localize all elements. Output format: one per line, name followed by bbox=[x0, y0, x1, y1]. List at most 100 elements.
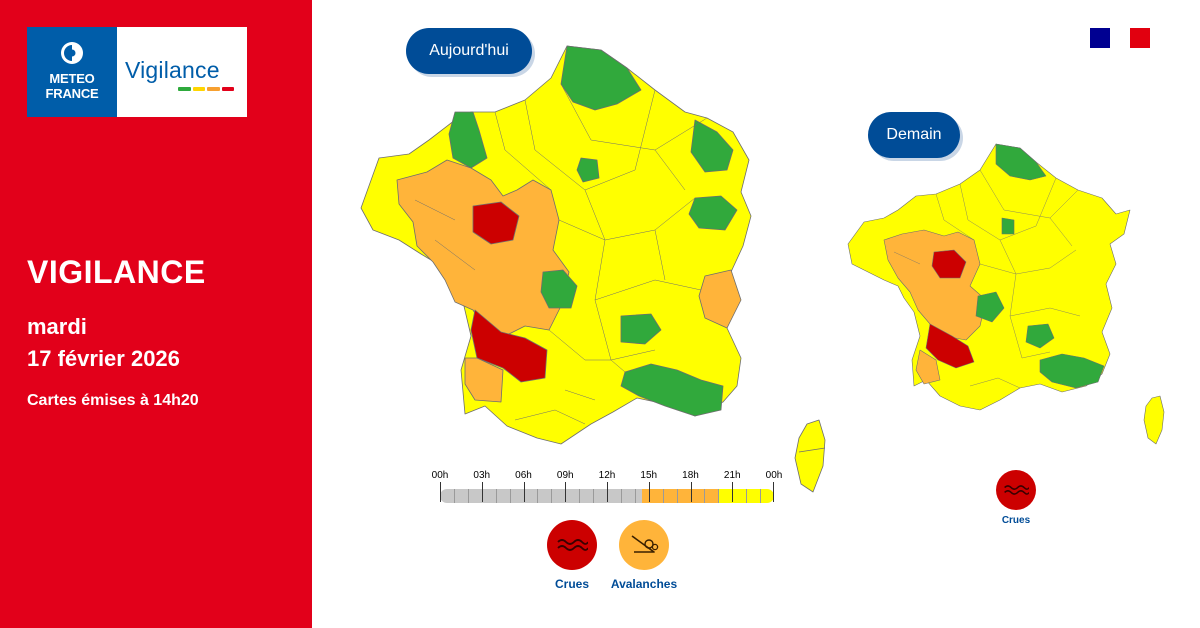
date-text: 17 février 2026 bbox=[27, 346, 180, 371]
corsica bbox=[794, 419, 826, 493]
timeline-tick bbox=[551, 489, 553, 503]
hazard-circle bbox=[996, 470, 1036, 510]
page-title: VIGILANCE bbox=[27, 254, 206, 290]
meteo-france-square: METEO FRANCE bbox=[27, 27, 117, 117]
today-label-pill[interactable]: Aujourd'hui bbox=[406, 28, 532, 74]
nord-green bbox=[560, 45, 642, 111]
hazard-circle bbox=[619, 520, 669, 570]
hazard-crues-tomorrow[interactable]: Crues bbox=[986, 470, 1046, 526]
vig-bar-orange bbox=[207, 87, 220, 91]
southeast-green bbox=[1039, 353, 1105, 389]
timeline-tick bbox=[467, 489, 469, 503]
vigilance-color-bars bbox=[178, 87, 234, 91]
timeline-tick bbox=[760, 489, 762, 503]
paris-green bbox=[1001, 217, 1015, 235]
vig-bar-yellow bbox=[192, 87, 205, 91]
timeline-tick bbox=[676, 489, 678, 503]
day-name: mardi bbox=[27, 314, 87, 339]
timeline-tick bbox=[607, 482, 608, 502]
vig-bar-red bbox=[221, 87, 234, 91]
west-orange bbox=[396, 159, 570, 337]
vig-bar-green bbox=[178, 87, 191, 91]
timeline-bar bbox=[440, 489, 774, 503]
timeline-tick bbox=[732, 482, 734, 502]
timeline-tick bbox=[634, 489, 636, 503]
flag-red bbox=[1130, 28, 1150, 48]
tomorrow-vigilance-map[interactable] bbox=[840, 140, 1170, 450]
timeline-tick bbox=[746, 489, 748, 503]
timeline-segment-orange bbox=[641, 489, 719, 503]
auvergne-green bbox=[620, 313, 662, 345]
northeast-green bbox=[690, 119, 734, 173]
timeline-tick bbox=[523, 482, 525, 502]
flag-blue bbox=[1090, 28, 1110, 48]
limousin-green bbox=[975, 291, 1005, 323]
timeline-tick bbox=[718, 489, 720, 503]
corsica-split bbox=[798, 447, 826, 453]
france-word: FRANCE bbox=[45, 86, 99, 101]
timeline-label-0: 00h bbox=[431, 470, 449, 481]
southeast-green bbox=[620, 363, 724, 417]
avalanche-icon bbox=[631, 535, 659, 553]
vigilance-logo-word: Vigilance bbox=[125, 57, 220, 83]
hazard-avalanches-today[interactable]: Avalanches bbox=[606, 520, 682, 591]
hazard-label: Crues bbox=[1001, 515, 1031, 526]
auvergne-green bbox=[1025, 323, 1055, 349]
hazard-crues-today[interactable]: Crues bbox=[536, 520, 608, 591]
department-lines bbox=[414, 83, 708, 425]
limousin-green bbox=[540, 269, 578, 309]
timeline-label-5: 15h bbox=[640, 470, 658, 481]
timeline-tick bbox=[648, 482, 650, 502]
timeline-tick bbox=[620, 489, 622, 503]
hazard-label: Avalanches bbox=[610, 577, 678, 591]
gironde-red bbox=[925, 323, 975, 369]
paris-green bbox=[576, 157, 600, 183]
nord-green bbox=[995, 143, 1047, 181]
today-vigilance-map[interactable] bbox=[355, 40, 835, 500]
landes-orange bbox=[464, 357, 504, 403]
timeline-tick bbox=[495, 489, 497, 503]
meteo-word: METEO bbox=[49, 71, 95, 86]
timeline-label-3: 09h bbox=[556, 470, 574, 481]
timeline-tick bbox=[565, 482, 567, 502]
timeline-label-8: 00h bbox=[765, 470, 783, 481]
left-panel: METEO FRANCE Vigilance VIGILANCE mardi 1… bbox=[0, 0, 312, 628]
timeline-tick bbox=[579, 489, 581, 503]
timeline-label-2: 06h bbox=[515, 470, 532, 481]
timeline-segment-yellow bbox=[718, 489, 774, 503]
timeline-tick bbox=[690, 482, 692, 502]
timeline-label-1: 03h bbox=[473, 470, 491, 481]
issued-time: Cartes émises à 14h20 bbox=[27, 392, 199, 409]
manche-green bbox=[448, 111, 488, 169]
meteo-france-logo[interactable]: METEO FRANCE Vigilance bbox=[27, 27, 247, 117]
timeline-tick bbox=[704, 489, 706, 503]
landes-orange bbox=[915, 349, 941, 385]
timeline-tick bbox=[453, 489, 455, 503]
vosges-green bbox=[688, 195, 738, 231]
republique-francaise-flag-icon bbox=[1090, 28, 1150, 48]
meteo-france-emblem-icon bbox=[61, 42, 83, 64]
department-lines bbox=[893, 169, 1081, 389]
tomorrow-label-pill[interactable]: Demain bbox=[868, 112, 960, 158]
timeline-tick bbox=[662, 489, 664, 503]
timeline-segment-none bbox=[440, 489, 642, 503]
hazard-circle bbox=[547, 520, 597, 570]
flood-waves-icon bbox=[557, 539, 588, 551]
mainland-france bbox=[847, 143, 1131, 411]
loire-red bbox=[472, 201, 520, 245]
gironde-red bbox=[470, 309, 548, 383]
timeline-label-7: 21h bbox=[723, 470, 741, 481]
flood-waves-icon bbox=[1004, 485, 1029, 495]
timeline-tick bbox=[593, 489, 595, 503]
timeline-label-6: 18h bbox=[682, 470, 699, 481]
loire-red bbox=[931, 249, 967, 279]
timeline-label-4: 12h bbox=[598, 470, 616, 481]
timeline-tick bbox=[440, 482, 441, 502]
vigilance-timeline: 00h 03h 06h 09h 12h 15h 18h 21h 00h bbox=[432, 470, 782, 506]
timeline-tick bbox=[537, 489, 539, 503]
timeline-tick bbox=[773, 482, 774, 502]
corsica bbox=[1143, 395, 1165, 445]
timeline-tick bbox=[481, 482, 483, 502]
timeline-tick bbox=[509, 489, 511, 503]
savoie-orange bbox=[698, 269, 742, 329]
